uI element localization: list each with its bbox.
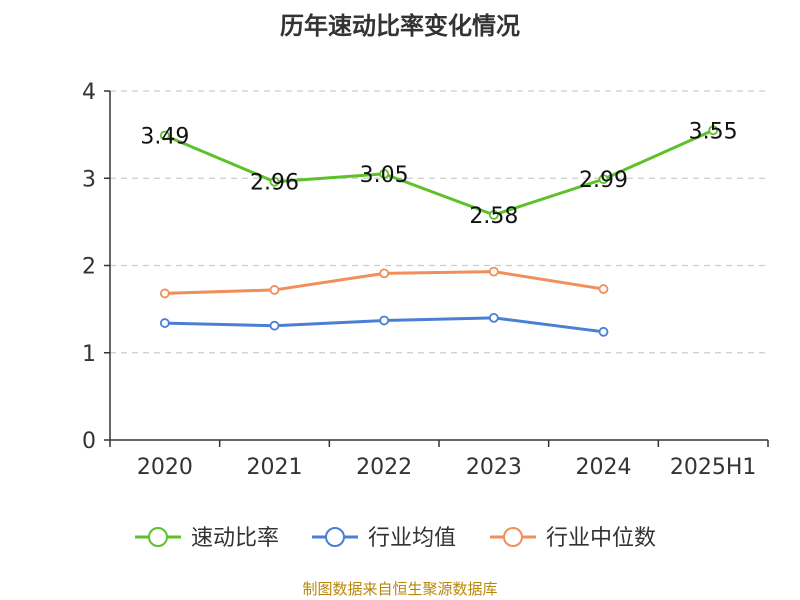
x-tick-label: 2025H1 bbox=[670, 455, 757, 480]
legend-item: 行业均值 bbox=[312, 526, 456, 551]
data-point bbox=[488, 266, 499, 277]
legend-marker bbox=[148, 527, 168, 547]
data-label: 2.96 bbox=[250, 171, 299, 196]
data-label: 3.05 bbox=[360, 163, 409, 188]
data-labels: 3.49 2.96 3.05 2.58 2.99 3.55 bbox=[140, 119, 737, 229]
source-note: 制图数据来自恒生聚源数据库 bbox=[302, 580, 498, 598]
y-tick-label: 4 bbox=[82, 80, 96, 105]
data-point bbox=[708, 125, 719, 136]
data-label: 3.55 bbox=[689, 119, 738, 144]
x-tick-label: 2023 bbox=[466, 455, 522, 480]
legend-marker bbox=[325, 527, 345, 547]
data-point bbox=[488, 312, 499, 323]
y-tick-label: 0 bbox=[82, 429, 96, 454]
data-label: 3.49 bbox=[140, 124, 189, 149]
grid-lines bbox=[110, 90, 768, 354]
data-point bbox=[379, 168, 390, 179]
y-tick-label: 3 bbox=[82, 167, 96, 192]
data-point bbox=[269, 285, 280, 295]
data-point bbox=[159, 318, 170, 328]
x-tick-label: 2024 bbox=[576, 455, 632, 480]
data-point bbox=[379, 268, 390, 279]
data-point bbox=[269, 176, 280, 187]
data-point bbox=[379, 315, 390, 326]
data-label: 2.99 bbox=[579, 168, 628, 193]
data-point bbox=[598, 326, 609, 337]
legend-label: 速动比率 bbox=[191, 526, 279, 551]
data-point bbox=[598, 174, 609, 185]
legend-label: 行业均值 bbox=[368, 526, 456, 551]
data-point bbox=[598, 284, 609, 294]
data-point bbox=[159, 288, 170, 299]
data-label: 2.58 bbox=[469, 204, 518, 229]
series-group bbox=[159, 125, 719, 337]
axes: 0 1 2 3 4 2020 2021 2022 2023 2024 2025H1 bbox=[82, 80, 769, 480]
legend-label: 行业中位数 bbox=[546, 526, 656, 551]
legend: 速动比率 行业均值 行业中位数 bbox=[135, 526, 656, 551]
x-tick-label: 2021 bbox=[247, 455, 303, 480]
data-point bbox=[488, 209, 499, 220]
data-point bbox=[159, 130, 170, 141]
y-tick-label: 1 bbox=[82, 342, 96, 367]
x-tick-label: 2022 bbox=[356, 455, 412, 480]
y-tick-label: 2 bbox=[82, 255, 96, 280]
chart-title: 历年速动比率变化情况 bbox=[280, 12, 520, 40]
data-point bbox=[269, 320, 280, 331]
x-tick-label: 2020 bbox=[137, 455, 193, 480]
series-line bbox=[164, 128, 714, 217]
legend-marker bbox=[503, 527, 523, 547]
legend-item: 行业中位数 bbox=[490, 526, 656, 551]
legend-item: 速动比率 bbox=[135, 526, 279, 551]
